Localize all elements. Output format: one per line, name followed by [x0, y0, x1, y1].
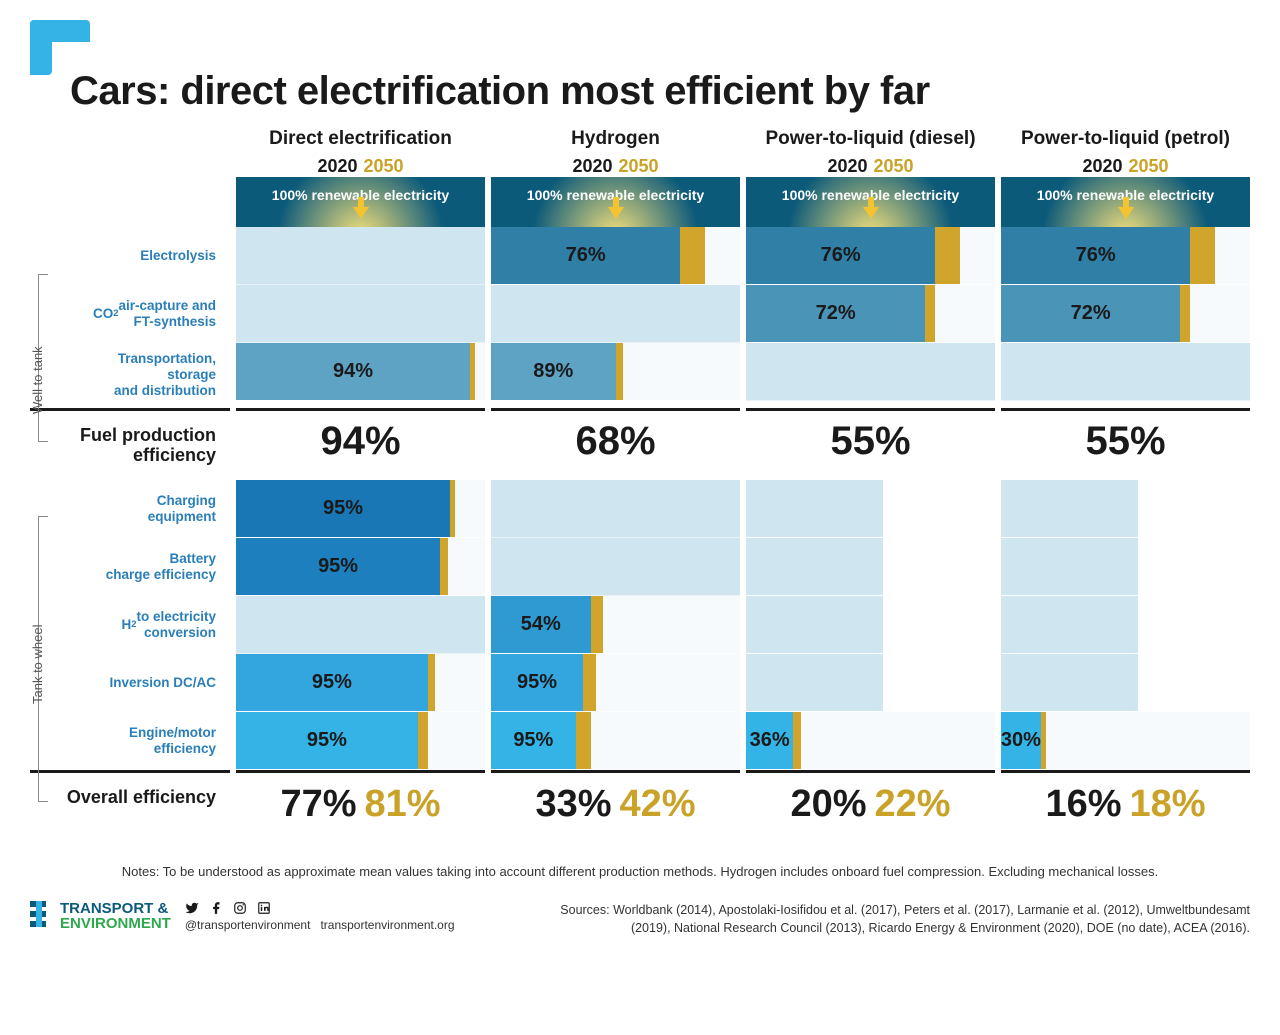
chart-cell: 95%: [491, 712, 740, 770]
chart-cell: 95%: [236, 712, 485, 770]
chart-cell: 95%: [236, 654, 485, 712]
chart-cell: [1001, 654, 1250, 712]
chart-cell: [236, 285, 485, 343]
chart-cell: 72%: [746, 285, 995, 343]
column-header: Power-to-liquid (diesel): [746, 124, 995, 156]
chart-cell: [746, 596, 995, 654]
efficiency-chart: Direct electrificationHydrogenPower-to-l…: [30, 124, 1250, 836]
well-to-tank-label: Well to tank: [30, 346, 45, 414]
chart-cell: 36%: [746, 712, 995, 770]
row-label: Transportation,storageand distribution: [30, 343, 230, 408]
chart-cell: [236, 227, 485, 285]
bar-value: 76%: [1001, 227, 1190, 284]
bar-value: 95%: [236, 654, 428, 711]
renewable-banner: 100% renewable electricity: [491, 177, 740, 227]
fuel-prod-value: 68%: [491, 408, 740, 480]
bar-value: 95%: [236, 538, 440, 595]
fuel-prod-value: 94%: [236, 408, 485, 480]
chart-cell: 76%: [746, 227, 995, 285]
row-label: Engine/motorefficiency: [30, 712, 230, 770]
social-icons: [185, 901, 455, 915]
chart-cell: [746, 538, 995, 596]
chart-cell: [746, 654, 995, 712]
overall-label: Overall efficiency: [30, 770, 230, 836]
column-header: Direct electrification: [236, 124, 485, 156]
chart-cell: [746, 343, 995, 401]
row-label: Batterycharge efficiency: [30, 538, 230, 596]
instagram-icon: [233, 901, 247, 915]
bar-value: 95%: [491, 654, 583, 711]
bar-value: 89%: [491, 343, 616, 400]
social-handle: @: [185, 918, 197, 932]
overall-value: 16%18%: [1001, 770, 1250, 836]
row-label: Inversion DC/AC: [30, 654, 230, 712]
chart-cell: 30%: [1001, 712, 1250, 770]
overall-value: 20%22%: [746, 770, 995, 836]
bar-value: 95%: [236, 712, 418, 769]
facebook-icon: [209, 901, 223, 915]
column-header: Power-to-liquid (petrol): [1001, 124, 1250, 156]
chart-cell: [1001, 480, 1250, 538]
bar-value: 36%: [746, 712, 793, 769]
chart-cell: [1001, 596, 1250, 654]
bar-value: 94%: [236, 343, 470, 400]
chart-cell: 89%: [491, 343, 740, 401]
te-logo: TRANSPORT & ENVIRONMENT: [30, 901, 171, 931]
chart-cell: 76%: [1001, 227, 1250, 285]
chart-cell: [1001, 343, 1250, 401]
fuel-prod-value: 55%: [746, 408, 995, 480]
chart-cell: [746, 480, 995, 538]
row-label: Chargingequipment: [30, 480, 230, 538]
chart-cell: 72%: [1001, 285, 1250, 343]
chart-cell: [491, 285, 740, 343]
renewable-banner: 100% renewable electricity: [236, 177, 485, 227]
fuel-prod-label: Fuel productionefficiency: [30, 408, 230, 480]
bar-value: 30%: [1001, 712, 1041, 769]
bar-value: 72%: [1001, 285, 1180, 342]
bar-value: 95%: [236, 480, 450, 537]
year-labels: 20202050: [746, 156, 995, 177]
column-header: Hydrogen: [491, 124, 740, 156]
renewable-banner: 100% renewable electricity: [1001, 177, 1250, 227]
bar-value: 76%: [491, 227, 680, 284]
row-label: H2 to electricityconversion: [30, 596, 230, 654]
org-line1: TRANSPORT &: [60, 901, 171, 916]
notes-text: Notes: To be understood as approximate m…: [30, 864, 1250, 879]
row-label: CO2 air-capture andFT-synthesis: [30, 285, 230, 343]
tank-to-wheel-label: Tank to wheel: [30, 625, 45, 705]
org-line2: ENVIRONMENT: [60, 916, 171, 931]
year-labels: 20202050: [236, 156, 485, 177]
row-label: Electrolysis: [30, 227, 230, 285]
chart-cell: [491, 538, 740, 596]
bar-value: 72%: [746, 285, 925, 342]
chart-cell: 94%: [236, 343, 485, 401]
chart-cell: 95%: [236, 480, 485, 538]
sources-text: Sources: Worldbank (2014), Apostolaki-Io…: [550, 901, 1250, 937]
chart-cell: 76%: [491, 227, 740, 285]
chart-cell: [491, 480, 740, 538]
handle-text: transportenvironment: [197, 918, 310, 932]
site-text: transportenvironment.org: [320, 918, 454, 932]
chart-cell: 54%: [491, 596, 740, 654]
chart-cell: 95%: [236, 538, 485, 596]
chart-cell: [236, 596, 485, 654]
chart-cell: 95%: [491, 654, 740, 712]
twitter-icon: [185, 901, 199, 915]
fuel-prod-value: 55%: [1001, 408, 1250, 480]
linkedin-icon: [257, 901, 271, 915]
page-title: Cars: direct electrification most effici…: [70, 69, 1250, 114]
renewable-banner: 100% renewable electricity: [746, 177, 995, 227]
year-labels: 20202050: [491, 156, 740, 177]
year-labels: 20202050: [1001, 156, 1250, 177]
bar-value: 95%: [491, 712, 576, 769]
bar-value: 76%: [746, 227, 935, 284]
overall-value: 77%81%: [236, 770, 485, 836]
bar-value: 54%: [491, 596, 591, 653]
overall-value: 33%42%: [491, 770, 740, 836]
footer: TRANSPORT & ENVIRONMENT @transportenviro…: [30, 901, 1250, 937]
chart-cell: [1001, 538, 1250, 596]
logo-corner: [30, 20, 90, 75]
